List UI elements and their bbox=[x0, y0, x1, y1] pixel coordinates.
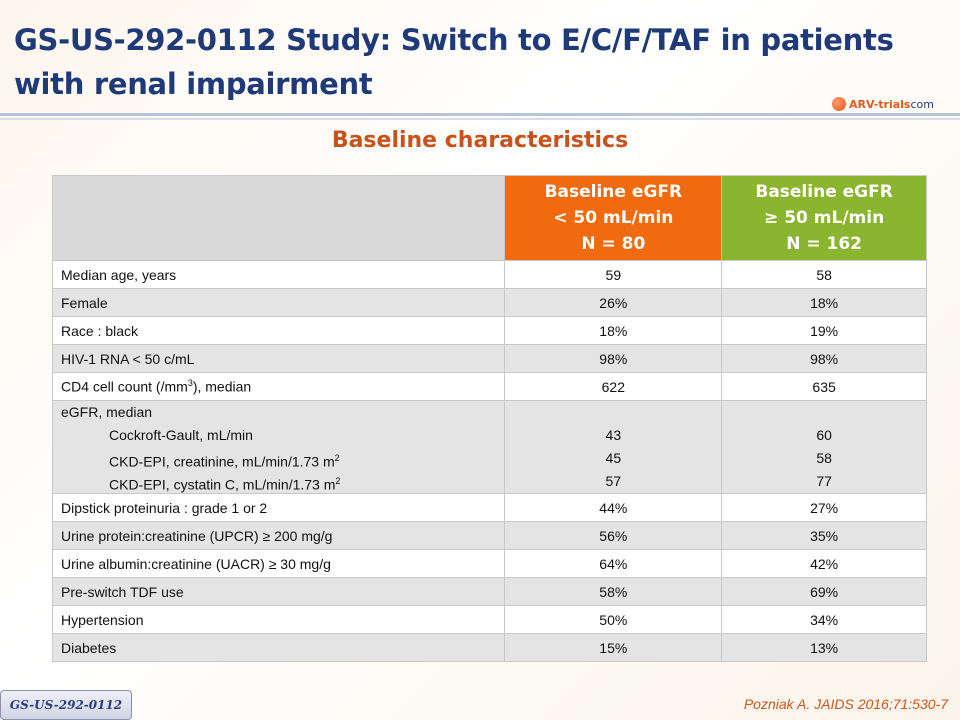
sub-row-label: CKD-EPI, cystatin C, mL/min/1.73 m2 bbox=[109, 476, 341, 493]
row-label: Urine protein:creatinine (UPCR) ≥ 200 mg… bbox=[51, 521, 506, 550]
row-label: Pre-switch TDF use bbox=[51, 577, 506, 606]
table-row: CD4 cell count (/mm3), median 622 635 bbox=[51, 372, 927, 401]
cell-value-low: 59 bbox=[504, 260, 723, 289]
table-row: Median age, years 59 58 bbox=[51, 260, 927, 289]
cell-value-high: 18% bbox=[721, 288, 927, 317]
row-label: Hypertension bbox=[51, 605, 506, 634]
row-label: Urine albumin:creatinine (UACR) ≥ 30 mg/… bbox=[51, 549, 506, 578]
cell-value-low: 43 45 57 bbox=[504, 400, 723, 494]
arv-trials-logo: ARV-trialscom bbox=[832, 93, 934, 115]
cell-value-high: 42% bbox=[721, 549, 927, 578]
header-egfr-below-50: Baseline eGFR < 50 mL/min N = 80 bbox=[504, 175, 723, 261]
header-egfr-above-50: Baseline eGFR ≥ 50 mL/min N = 162 bbox=[721, 175, 927, 261]
cell-value-high: 13% bbox=[721, 633, 927, 662]
citation-text: Pozniak A. JAIDS 2016;71:530-7 bbox=[743, 696, 948, 712]
logo-domain: com bbox=[910, 97, 934, 111]
cell-value-low: 18% bbox=[504, 316, 723, 345]
table-row: Urine protein:creatinine (UPCR) ≥ 200 mg… bbox=[51, 521, 927, 550]
cell-value-high: 98% bbox=[721, 344, 927, 373]
cell-value-high: 35% bbox=[721, 521, 927, 550]
section-heading: Baseline characteristics bbox=[331, 128, 629, 153]
logo-brand: ARV-trials bbox=[849, 97, 911, 111]
slide-title: GS-US-292-0112 Study: Switch to E/C/F/TA… bbox=[14, 23, 894, 101]
table-row: Dipstick proteinuria : grade 1 or 2 44% … bbox=[51, 493, 927, 522]
cell-value-high: 635 bbox=[721, 372, 927, 401]
cell-value-high: 69% bbox=[721, 577, 927, 606]
cell-value-low: 622 bbox=[504, 372, 723, 401]
cell-value-low: 15% bbox=[504, 633, 723, 662]
table-row: Female 26% 18% bbox=[51, 288, 927, 317]
header-blank-cell bbox=[51, 175, 506, 261]
cell-value-high: 27% bbox=[721, 493, 927, 522]
cell-value-low: 44% bbox=[504, 493, 723, 522]
row-label: Female bbox=[51, 288, 506, 317]
table-row: HIV-1 RNA < 50 c/mL 98% 98% bbox=[51, 344, 927, 373]
cell-value-low: 64% bbox=[504, 549, 723, 578]
table-row: Race : black 18% 19% bbox=[51, 316, 927, 345]
cell-value-low: 26% bbox=[504, 288, 723, 317]
table-row: Urine albumin:creatinine (UACR) ≥ 30 mg/… bbox=[51, 549, 927, 578]
row-label: Diabetes bbox=[51, 633, 506, 662]
table-row-egfr-group: eGFR, median Cockroft-Gault, mL/min CKD-… bbox=[51, 400, 927, 494]
cell-value-low: 58% bbox=[504, 577, 723, 606]
logo-icon bbox=[832, 97, 846, 111]
baseline-table: Baseline eGFR < 50 mL/min N = 80 Baselin… bbox=[51, 175, 927, 662]
table-row: Diabetes 15% 13% bbox=[51, 633, 927, 662]
table-row: Hypertension 50% 34% bbox=[51, 605, 927, 634]
cell-value-high: 58 bbox=[721, 260, 927, 289]
row-label: HIV-1 RNA < 50 c/mL bbox=[51, 344, 506, 373]
sub-row-label: CKD-EPI, creatinine, mL/min/1.73 m2 bbox=[109, 453, 340, 470]
row-label: Median age, years bbox=[51, 260, 506, 289]
table-row: Pre-switch TDF use 58% 69% bbox=[51, 577, 927, 606]
cell-value-high: 60 58 77 bbox=[721, 400, 927, 494]
row-label: CD4 cell count (/mm3), median bbox=[51, 372, 506, 401]
cell-value-low: 50% bbox=[504, 605, 723, 634]
study-tag-badge: GS-US-292-0112 bbox=[0, 690, 132, 720]
row-label: eGFR, median Cockroft-Gault, mL/min CKD-… bbox=[51, 400, 506, 494]
cell-value-high: 34% bbox=[721, 605, 927, 634]
sub-row-label: Cockroft-Gault, mL/min bbox=[109, 427, 253, 443]
egfr-group-label: eGFR, median bbox=[61, 404, 153, 420]
title-divider bbox=[0, 113, 960, 116]
title-divider-secondary bbox=[0, 118, 960, 120]
cell-value-high: 19% bbox=[721, 316, 927, 345]
cell-value-low: 98% bbox=[504, 344, 723, 373]
row-label: Race : black bbox=[51, 316, 506, 345]
table-header-row: Baseline eGFR < 50 mL/min N = 80 Baselin… bbox=[51, 175, 927, 261]
cell-value-low: 56% bbox=[504, 521, 723, 550]
row-label: Dipstick proteinuria : grade 1 or 2 bbox=[51, 493, 506, 522]
